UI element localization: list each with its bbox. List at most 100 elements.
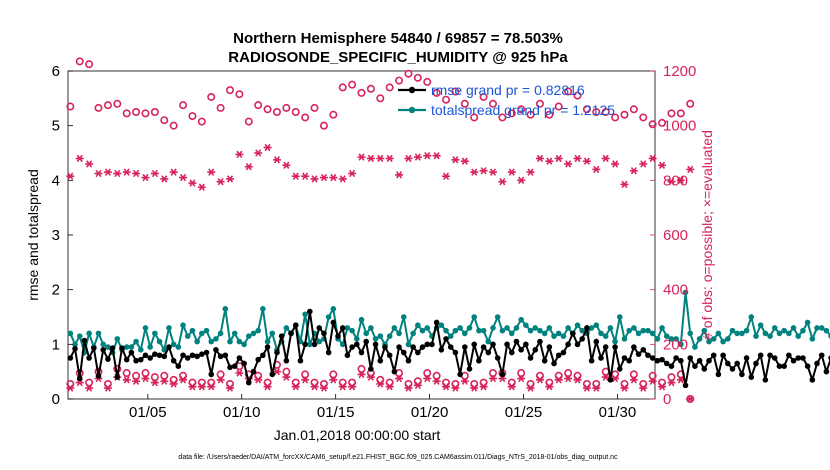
rmse-point — [508, 349, 515, 356]
rmse-point — [189, 352, 196, 359]
totalspread-point — [452, 327, 459, 334]
rmse-point — [128, 349, 135, 356]
rmse-point — [635, 351, 642, 357]
rmse-point — [649, 355, 656, 361]
rmse-point — [119, 345, 125, 351]
rmse-point — [363, 338, 369, 345]
rmse-point — [372, 341, 379, 348]
obs-possible-point — [488, 99, 497, 108]
rmse-point — [696, 357, 703, 364]
obs-possible-point — [629, 105, 638, 114]
totalspread-point — [616, 314, 623, 320]
totalspread-point — [166, 325, 172, 331]
rmse-point — [800, 355, 806, 361]
totalspread-point — [349, 327, 355, 334]
rmse-point — [325, 349, 332, 356]
obs-possible-point — [611, 113, 620, 122]
y-right-tick-label: 1000 — [663, 118, 696, 135]
obs-possible-point — [667, 373, 676, 382]
rmse-point — [302, 341, 308, 348]
rmse-point — [823, 368, 830, 375]
obs-possible-point — [66, 102, 75, 111]
obs-evaluated-point — [667, 178, 676, 186]
rmse-point — [264, 344, 271, 350]
obs-evaluated-point — [385, 154, 394, 163]
totalspread-point — [325, 314, 332, 320]
obs-evaluated-point — [310, 383, 319, 391]
obs-evaluated-point — [301, 172, 310, 180]
rmse-point — [123, 356, 130, 363]
obs-evaluated-point — [272, 156, 281, 164]
obs-evaluated-point — [348, 383, 357, 391]
x-tick-label: 01/30 — [599, 404, 637, 421]
obs-evaluated-point — [620, 384, 629, 392]
obs-evaluated-point — [451, 384, 460, 392]
totalspread-point — [659, 325, 665, 331]
rmse-point — [335, 333, 341, 339]
obs-evaluated-point — [629, 167, 638, 175]
obs-evaluated-point — [423, 152, 432, 160]
legend-rmse-label: rmse grand pr = 0.82816 — [431, 82, 585, 98]
obs-evaluated-point — [648, 377, 657, 385]
obs-evaluated-point — [564, 374, 573, 383]
rmse-point — [72, 345, 78, 352]
rmse-point — [523, 341, 529, 348]
rmse-point — [490, 341, 496, 348]
obs-evaluated-point — [601, 154, 610, 163]
obs-evaluated-point — [103, 168, 112, 176]
rmse-point — [382, 344, 388, 350]
totalspread-point — [706, 338, 712, 345]
obs-possible-point — [357, 88, 366, 97]
rmse-point — [147, 355, 153, 361]
rmse-point — [663, 360, 670, 367]
obs-possible-point — [122, 109, 131, 118]
y-left-tick-label: 6 — [52, 63, 60, 80]
rmse-point — [386, 352, 393, 359]
totalspread-point — [123, 344, 130, 350]
obs-evaluated-point — [611, 160, 620, 168]
rmse-point — [574, 341, 581, 348]
obs-possible-point — [488, 369, 497, 378]
totalspread-point — [701, 327, 708, 334]
obs-evaluated-point — [301, 376, 310, 384]
totalspread-point — [400, 314, 407, 320]
rmse-point — [208, 371, 215, 378]
totalspread-point — [199, 330, 205, 337]
rmse-point — [166, 344, 172, 350]
rmse-point — [471, 341, 478, 348]
totalspread-point — [260, 306, 266, 312]
obs-evaluated-point — [150, 169, 159, 178]
totalspread-point — [447, 333, 454, 339]
obs-evaluated-point — [357, 370, 366, 379]
obs-possible-point — [197, 117, 206, 126]
obs-evaluated-point — [160, 175, 169, 183]
rmse-point — [485, 349, 492, 356]
obs-evaluated-point — [423, 374, 432, 383]
totalspread-point — [748, 314, 755, 320]
totalspread-point — [175, 344, 182, 350]
rmse-point — [95, 373, 102, 379]
rmse-point — [170, 357, 177, 364]
rmse-point — [344, 352, 351, 359]
totalspread-point — [250, 330, 257, 337]
rmse-point — [288, 330, 294, 337]
totalspread-point — [767, 333, 773, 339]
obs-evaluated-point — [376, 380, 385, 388]
obs-possible-point — [413, 73, 422, 82]
obs-possible-point — [620, 110, 629, 119]
obs-possible-point — [404, 69, 413, 78]
rmse-point — [678, 357, 684, 364]
totalspread-point — [804, 319, 811, 326]
totalspread-point — [532, 325, 539, 331]
rmse-point — [109, 345, 116, 351]
obs-evaluated-point — [113, 169, 122, 178]
obs-possible-point — [132, 108, 141, 117]
obs-possible-point — [282, 367, 291, 376]
totalspread-point — [560, 333, 567, 339]
rmse-point — [433, 319, 440, 326]
totalspread-point — [640, 327, 647, 334]
obs-possible-point — [132, 371, 141, 380]
rmse-point — [781, 363, 787, 370]
rmse-point — [546, 344, 553, 350]
totalspread-point — [546, 325, 553, 331]
